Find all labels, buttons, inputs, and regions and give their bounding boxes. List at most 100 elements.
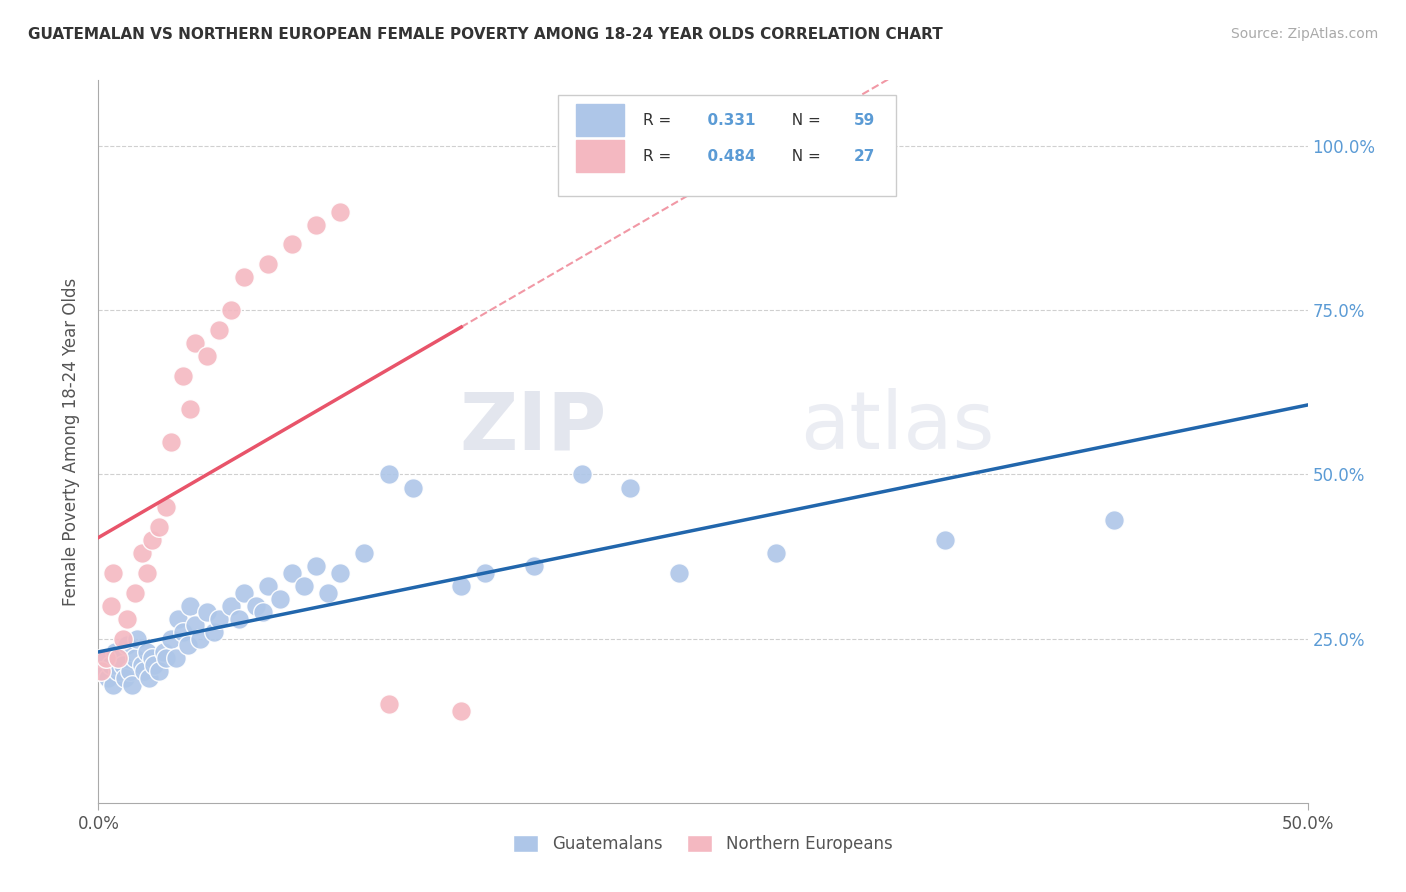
Point: [305, 218, 328, 232]
Point: [934, 533, 956, 547]
Point: [108, 651, 131, 665]
Point: [127, 632, 149, 646]
Point: [316, 585, 339, 599]
Point: [117, 638, 139, 652]
Point: [179, 401, 201, 416]
Point: [155, 651, 177, 665]
Legend: Guatemalans, Northern Europeans: Guatemalans, Northern Europeans: [506, 828, 900, 860]
Point: [402, 481, 425, 495]
Point: [131, 657, 153, 672]
Y-axis label: Female Poverty Among 18-24 Year Olds: Female Poverty Among 18-24 Year Olds: [62, 277, 80, 606]
Point: [131, 546, 153, 560]
Point: [101, 566, 124, 580]
Point: [195, 605, 218, 619]
Point: [141, 651, 163, 665]
Text: N =: N =: [782, 112, 825, 128]
Point: [474, 566, 496, 580]
Text: ZIP: ZIP: [458, 388, 606, 467]
Point: [256, 579, 278, 593]
Text: R =: R =: [643, 112, 676, 128]
Point: [100, 599, 122, 613]
Point: [148, 520, 170, 534]
Point: [165, 651, 187, 665]
Point: [329, 204, 352, 219]
Point: [100, 657, 122, 672]
Point: [117, 612, 139, 626]
Point: [90, 665, 112, 679]
Point: [571, 467, 593, 482]
Point: [221, 599, 243, 613]
Point: [668, 566, 690, 580]
Point: [292, 579, 315, 593]
Point: [256, 257, 278, 271]
Point: [228, 612, 250, 626]
Text: 0.484: 0.484: [697, 149, 755, 163]
Point: [232, 585, 254, 599]
Text: 59: 59: [855, 112, 876, 128]
Point: [172, 368, 194, 383]
Point: [765, 546, 787, 560]
Point: [281, 237, 304, 252]
Point: [94, 651, 117, 665]
Point: [141, 533, 163, 547]
Point: [155, 500, 177, 515]
Point: [184, 336, 207, 351]
Point: [232, 270, 254, 285]
Point: [450, 704, 472, 718]
Point: [172, 625, 194, 640]
Point: [160, 632, 183, 646]
Text: GUATEMALAN VS NORTHERN EUROPEAN FEMALE POVERTY AMONG 18-24 YEAR OLDS CORRELATION: GUATEMALAN VS NORTHERN EUROPEAN FEMALE P…: [28, 27, 943, 42]
Point: [124, 585, 146, 599]
Point: [184, 618, 207, 632]
Text: R =: R =: [643, 149, 676, 163]
Point: [523, 559, 546, 574]
Point: [107, 665, 129, 679]
Point: [138, 671, 160, 685]
Point: [329, 566, 352, 580]
Point: [619, 481, 641, 495]
Point: [305, 559, 328, 574]
Point: [221, 303, 243, 318]
Text: N =: N =: [782, 149, 825, 163]
Point: [148, 665, 170, 679]
Point: [104, 645, 127, 659]
Point: [111, 657, 134, 672]
Point: [97, 671, 120, 685]
Point: [1102, 513, 1125, 527]
Point: [269, 592, 291, 607]
Point: [281, 566, 304, 580]
Point: [208, 323, 231, 337]
Text: 0.331: 0.331: [697, 112, 755, 128]
Point: [134, 665, 156, 679]
Text: Source: ZipAtlas.com: Source: ZipAtlas.com: [1230, 27, 1378, 41]
Point: [167, 612, 190, 626]
Point: [252, 605, 274, 619]
Point: [101, 677, 124, 691]
Point: [188, 632, 211, 646]
Point: [90, 665, 112, 679]
Text: atlas: atlas: [800, 388, 994, 467]
Point: [195, 349, 218, 363]
Point: [353, 546, 375, 560]
Point: [450, 579, 472, 593]
Point: [143, 657, 166, 672]
Point: [204, 625, 226, 640]
Point: [111, 632, 134, 646]
Point: [121, 677, 143, 691]
Point: [118, 665, 141, 679]
Point: [135, 566, 157, 580]
Point: [135, 645, 157, 659]
Point: [377, 467, 399, 482]
Point: [114, 671, 136, 685]
FancyBboxPatch shape: [558, 95, 897, 196]
Text: 27: 27: [855, 149, 876, 163]
Point: [91, 651, 114, 665]
Point: [152, 645, 174, 659]
Point: [245, 599, 267, 613]
FancyBboxPatch shape: [576, 140, 624, 172]
Point: [160, 434, 183, 449]
Point: [377, 698, 399, 712]
Point: [177, 638, 200, 652]
FancyBboxPatch shape: [576, 103, 624, 136]
Point: [124, 651, 146, 665]
